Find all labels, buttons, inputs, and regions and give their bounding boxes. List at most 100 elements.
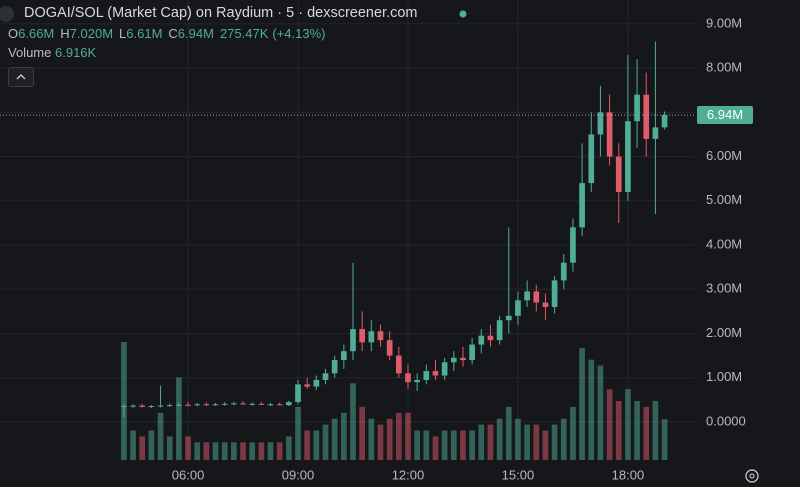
candle-body	[505, 315, 512, 321]
last-price-label: 6.94M	[707, 107, 743, 122]
candle-body	[359, 329, 366, 343]
volume-bar	[661, 419, 668, 460]
collapse-button[interactable]	[8, 67, 34, 87]
candle-body	[166, 405, 173, 407]
volume-bar	[551, 424, 558, 460]
candle-body	[386, 340, 393, 356]
legend-key: H	[60, 26, 70, 41]
volume-bar	[267, 442, 274, 460]
candle-body	[130, 405, 136, 407]
x-tick-label: 18:00	[612, 467, 645, 482]
candle-body	[221, 403, 228, 405]
y-tick-label: 6.00M	[706, 148, 742, 163]
legend-value: 6.61M	[126, 26, 163, 41]
candle-body	[185, 404, 191, 406]
candle-body	[469, 344, 475, 361]
candle-body	[377, 331, 384, 341]
y-tick-label: 2.00M	[706, 325, 742, 340]
volume-bar	[588, 359, 595, 460]
ohlc-legend: O6.66M H7.020M L6.61M C6.94M 275.47K (+4.13%)	[8, 26, 332, 41]
candle-body	[350, 329, 356, 352]
volume-bar	[597, 365, 604, 460]
volume-title: Volume	[8, 45, 52, 60]
volume-bar	[286, 436, 292, 460]
candle-body	[524, 291, 530, 301]
settings-button[interactable]	[745, 469, 759, 483]
x-tick-label: 12:00	[392, 467, 425, 482]
volume-bar	[221, 442, 228, 460]
volume-bar	[231, 442, 237, 460]
y-tick-label: 9.00M	[706, 15, 742, 30]
candle-body	[231, 403, 237, 405]
last-price-box	[697, 106, 753, 124]
y-tick-label: 1.00M	[706, 369, 742, 384]
volume-bar	[441, 430, 448, 460]
legend-key: L	[119, 26, 127, 41]
y-tick-label: 5.00M	[706, 192, 742, 207]
candle-body	[450, 357, 457, 363]
settings-icon	[749, 473, 755, 479]
volume-bar	[487, 424, 494, 460]
candle-body	[340, 351, 347, 361]
legend-value: 6.94M	[177, 26, 214, 41]
candle-body	[533, 291, 540, 303]
y-tick-label: 0.0000	[706, 413, 746, 428]
candle-body	[212, 404, 219, 406]
candle-body	[652, 127, 659, 139]
candle-body	[597, 112, 604, 135]
x-tick-label: 09:00	[282, 467, 315, 482]
candle-body	[414, 379, 420, 383]
volume-bar	[258, 442, 265, 460]
volume-bar	[166, 436, 173, 460]
candle-body	[643, 94, 650, 139]
volume-bar	[157, 412, 164, 460]
volume-bar	[606, 389, 613, 460]
candle-body	[304, 384, 311, 387]
collapse-icon	[16, 74, 26, 80]
volume-bar	[359, 406, 366, 460]
legend-key: C	[168, 26, 178, 41]
candle-body	[487, 335, 494, 341]
candle-body	[157, 405, 164, 407]
volume-bar	[185, 436, 191, 460]
candle-body	[267, 404, 274, 406]
volume-bar	[368, 418, 375, 460]
volume-bar	[313, 430, 320, 460]
volume-bar	[194, 442, 201, 460]
volume-bar	[148, 430, 155, 460]
volume-bar	[176, 377, 182, 460]
volume-bar	[212, 442, 219, 460]
chart-title: DOGAI/SOL (Market Cap) on Raydium · 5 · …	[24, 5, 418, 21]
volume-legend: Volume 6.916K	[8, 45, 102, 60]
candle-body	[634, 94, 640, 122]
candle-body	[295, 384, 301, 403]
candle-body	[249, 403, 256, 405]
candle-body	[286, 402, 292, 406]
candle-body	[615, 156, 622, 192]
volume-bar	[450, 430, 457, 460]
candle-body	[176, 404, 182, 406]
y-tick-label: 4.00M	[706, 236, 742, 251]
candle-body	[322, 373, 329, 380]
candle-body	[395, 355, 402, 374]
volume-bar	[625, 389, 631, 460]
candle-body	[551, 280, 558, 307]
volume-bar	[423, 430, 430, 460]
volume-bar	[276, 442, 283, 460]
volume-bar	[524, 424, 530, 460]
volume-bar	[615, 401, 622, 460]
volume-bar	[322, 424, 329, 460]
candle-body	[570, 227, 576, 263]
volume-bar	[377, 424, 384, 460]
candle-body	[194, 404, 201, 406]
candle-body	[542, 302, 549, 307]
x-tick-label: 06:00	[172, 467, 205, 482]
candle-body	[478, 335, 485, 345]
volume-bar	[560, 418, 567, 460]
volume-value: 6.916K	[55, 45, 97, 60]
volume-bar	[505, 406, 512, 460]
volume-bar	[331, 418, 338, 460]
candle-body	[331, 360, 338, 374]
candle-body	[276, 404, 283, 406]
